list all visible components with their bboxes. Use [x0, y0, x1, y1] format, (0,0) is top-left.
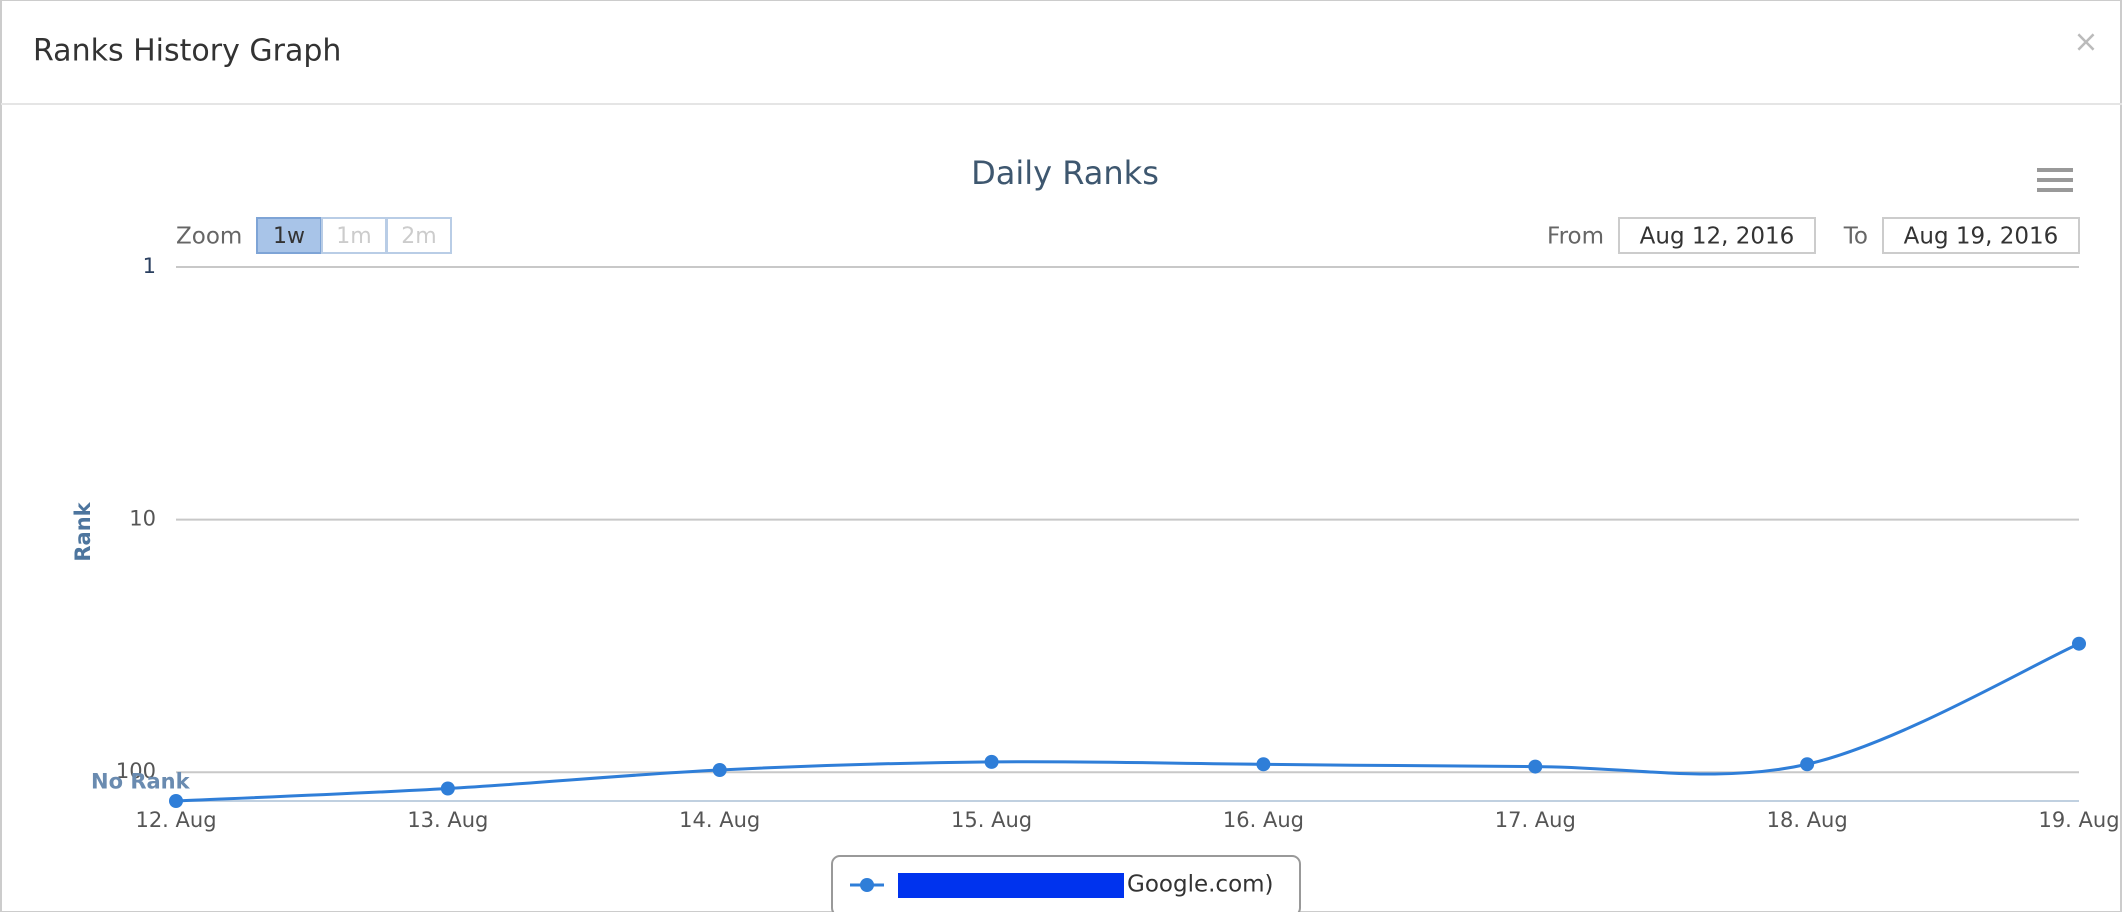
zoom-button-label: 1w — [273, 224, 305, 249]
from-input[interactable] — [1618, 217, 1816, 254]
point-marker[interactable] — [712, 763, 727, 778]
zoom-label: Zoom — [176, 224, 242, 250]
zoom-button-label: 2m — [401, 224, 436, 249]
close-button[interactable]: × — [2073, 25, 2098, 60]
x-tick-label: 17. Aug — [1495, 808, 1576, 832]
y-tick-label: 1 — [143, 254, 156, 278]
x-tick-label: 13. Aug — [407, 808, 488, 832]
chart-title: Daily Ranks — [971, 154, 1159, 192]
series-line — [175, 642, 2080, 803]
to-input[interactable] — [1882, 217, 2080, 254]
point-marker[interactable] — [440, 781, 455, 796]
modal-title: Ranks History Graph — [33, 34, 341, 69]
menu-icon[interactable] — [2037, 168, 2073, 192]
zoom-button[interactable] — [386, 217, 452, 254]
legend-label[interactable]: Google.com) — [1127, 872, 1274, 898]
menu-bar — [2037, 178, 2073, 182]
y-tick-label: No Rank — [91, 770, 191, 794]
from-label: From — [1547, 224, 1604, 250]
menu-bar — [2037, 168, 2073, 172]
x-tick-label: 18. Aug — [1767, 808, 1848, 832]
point-marker[interactable] — [984, 754, 999, 769]
to-label: To — [1843, 224, 1868, 250]
redaction — [898, 873, 1124, 898]
x-tick-label: 19. Aug — [2038, 808, 2119, 832]
point-marker[interactable] — [2072, 636, 2086, 651]
to-date: Aug 19, 2016 — [1904, 224, 2059, 250]
point-marker[interactable] — [169, 794, 183, 808]
zoom-button[interactable] — [256, 217, 322, 254]
y-axis-title: Rank — [71, 501, 95, 561]
y-tick-label: 10 — [129, 507, 156, 531]
menu-bar — [2037, 188, 2073, 192]
from-date: Aug 12, 2016 — [1640, 224, 1795, 250]
x-tick-label: 15. Aug — [951, 808, 1032, 832]
point-marker[interactable] — [1528, 759, 1543, 774]
zoom-button-label: 1m — [336, 224, 371, 249]
x-tick-label: 12. Aug — [135, 808, 216, 832]
legend-marker — [860, 878, 874, 892]
y-tick-label: 100 — [116, 759, 156, 783]
x-tick-label: 16. Aug — [1223, 808, 1304, 832]
point-marker[interactable] — [1256, 757, 1271, 772]
x-tick-label: 14. Aug — [679, 808, 760, 832]
point-marker[interactable] — [1800, 757, 1815, 772]
